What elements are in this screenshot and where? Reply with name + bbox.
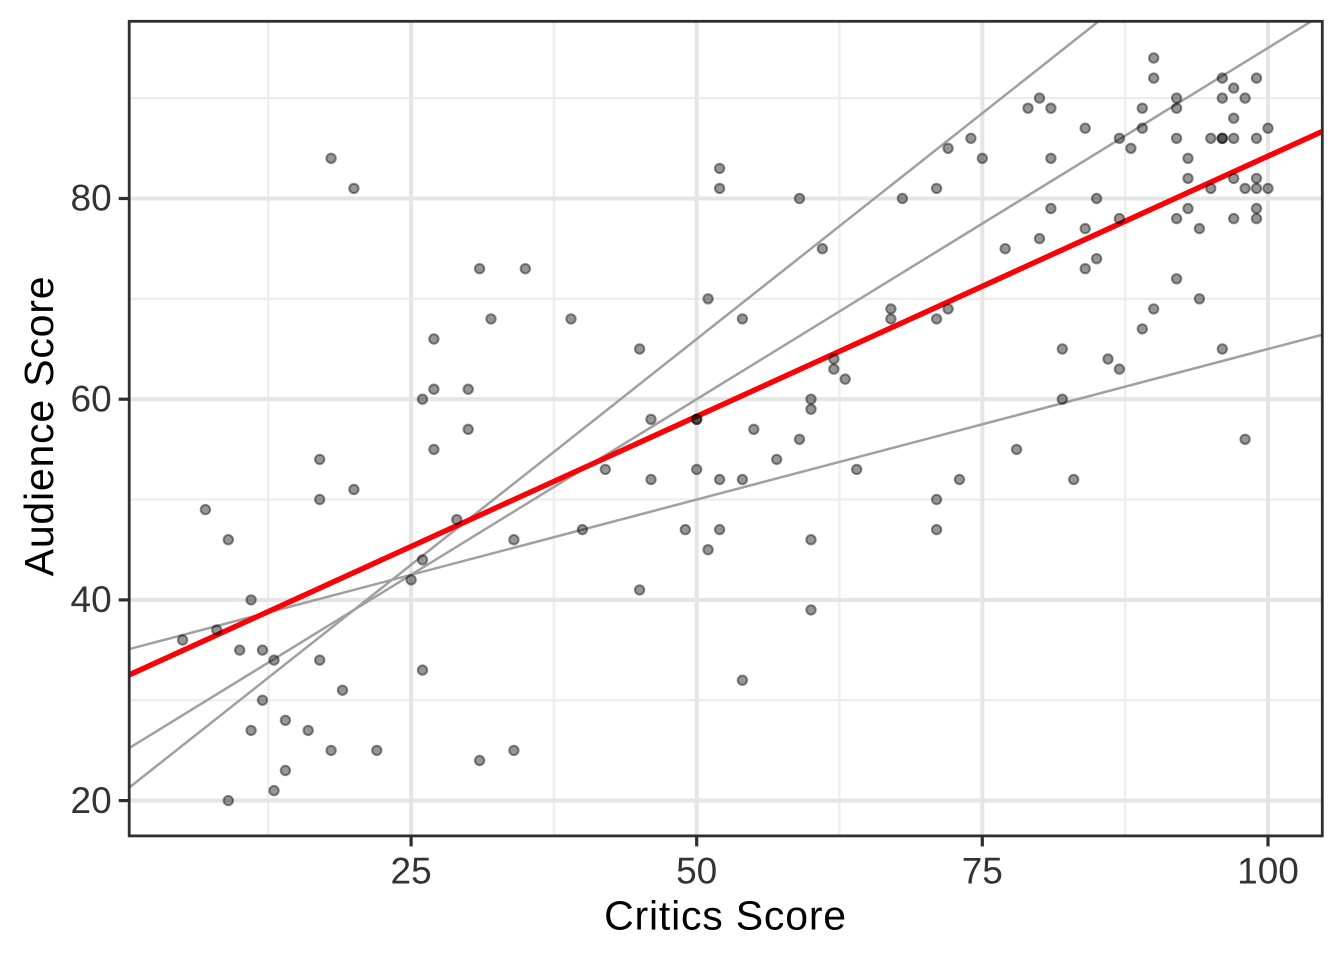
svg-text:Audience Score: Audience Score (16, 276, 62, 577)
svg-text:60: 60 (71, 378, 112, 419)
svg-text:20: 20 (71, 780, 112, 821)
svg-text:25: 25 (391, 850, 432, 891)
svg-text:75: 75 (962, 850, 1003, 891)
svg-text:50: 50 (676, 850, 717, 891)
svg-text:100: 100 (1237, 850, 1299, 891)
svg-text:80: 80 (71, 178, 112, 219)
svg-text:40: 40 (71, 579, 112, 620)
svg-text:Critics Score: Critics Score (604, 893, 847, 939)
